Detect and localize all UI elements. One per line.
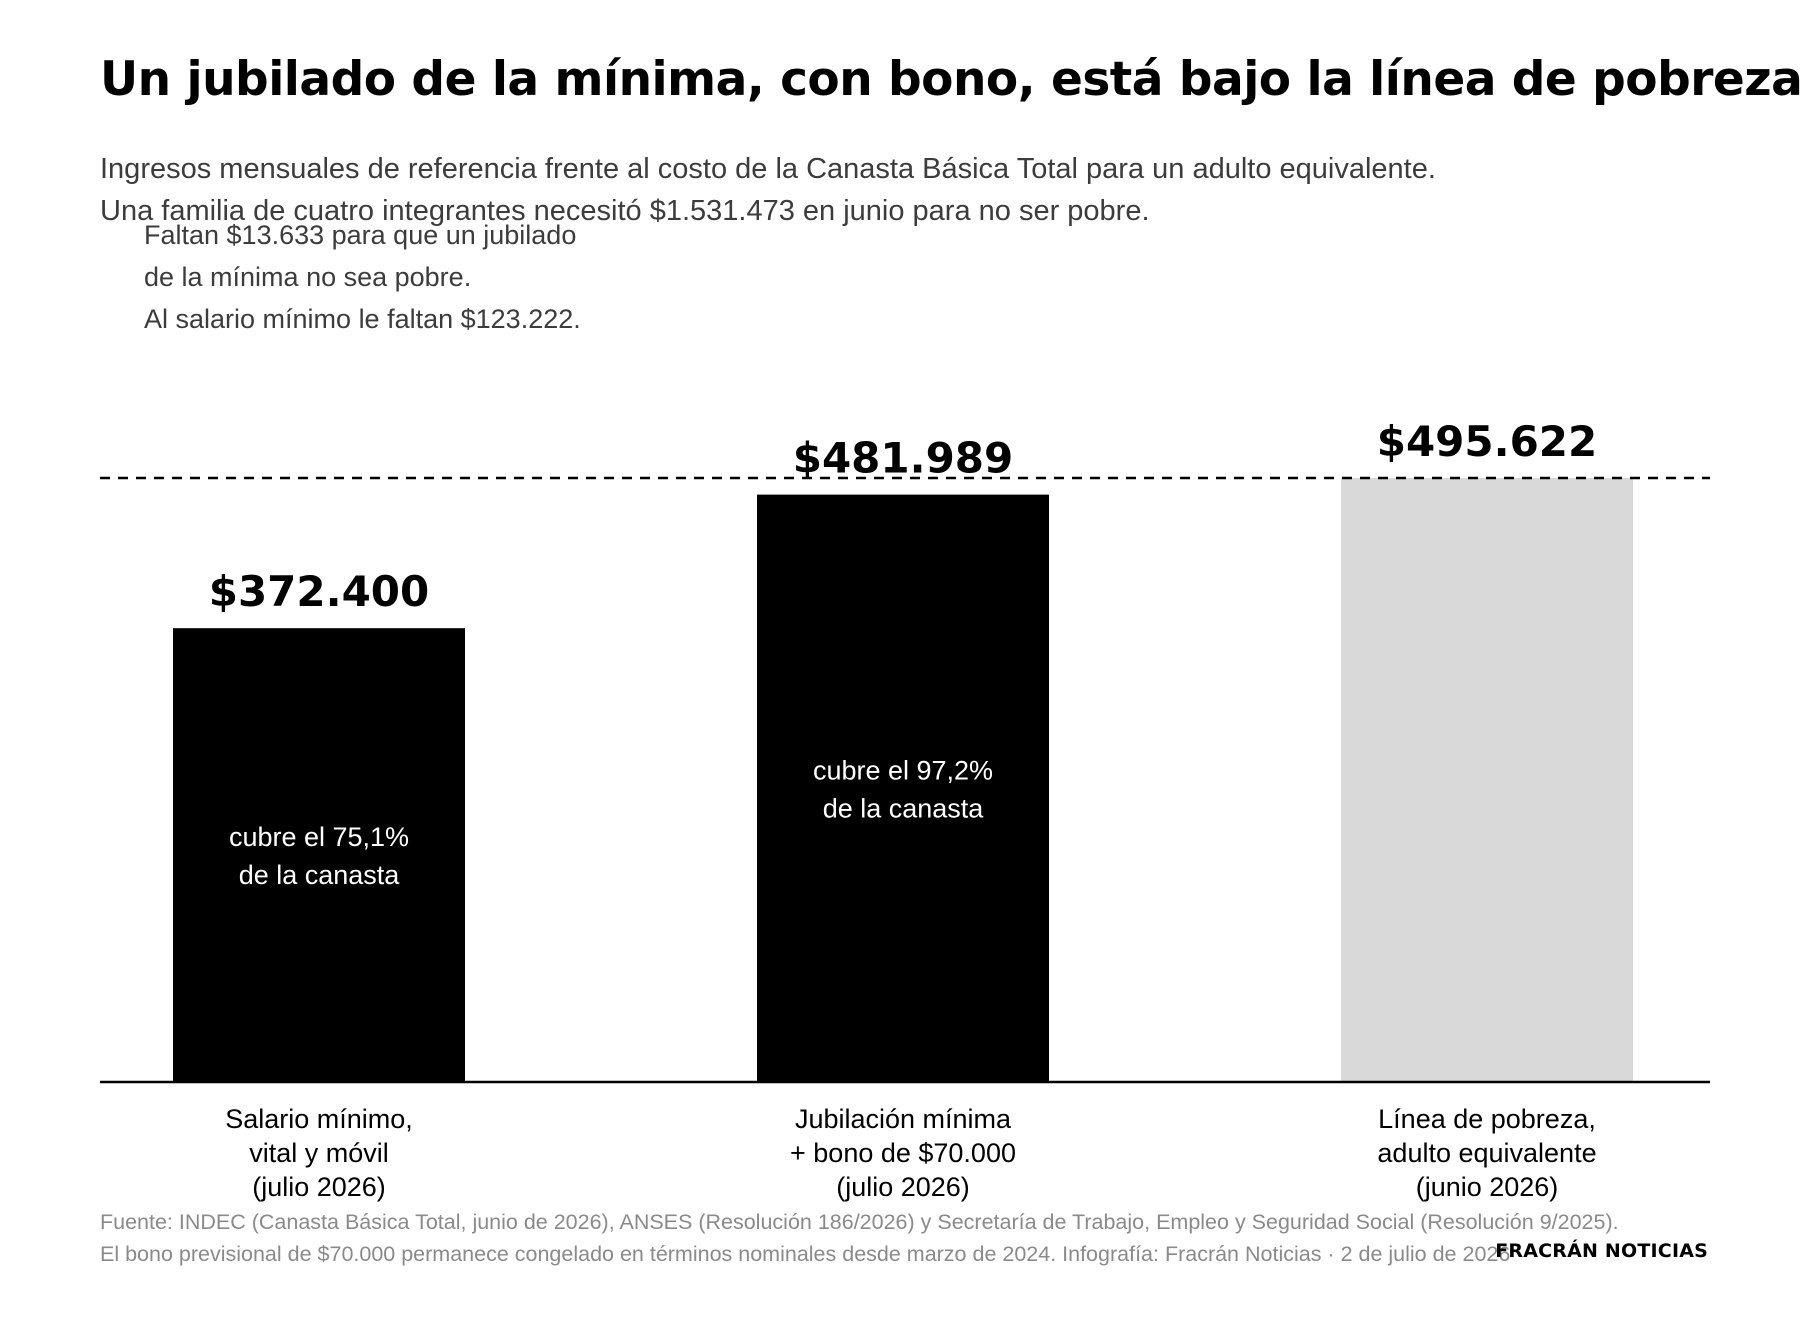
gap-annotation: Faltan $13.633 para que un jubilado de l… (144, 214, 581, 340)
chart-subtitle: Ingresos mensuales de referencia frente … (100, 148, 1436, 232)
category-label: (julio 2026) (252, 1172, 386, 1202)
subtitle-line: Una familia de cuatro integrantes necesi… (100, 195, 1150, 227)
bar-annotation: de la canasta (239, 860, 401, 890)
category-label: (julio 2026) (836, 1172, 970, 1202)
category-label: + bono de $70.000 (790, 1138, 1016, 1168)
category-label: Salario mínimo, (225, 1104, 413, 1134)
category-label: Línea de pobreza, (1378, 1104, 1596, 1134)
value-label: $481.989 (793, 434, 1014, 483)
chart-title: Un jubilado de la mínima, con bono, está… (100, 52, 1800, 107)
value-label: $495.622 (1377, 417, 1598, 466)
brand-logo: FRACRÁN NOTICIAS (1495, 1240, 1708, 1262)
bar (757, 494, 1049, 1082)
category-label: Jubilación mínima (795, 1104, 1012, 1134)
source-footer: Fuente: INDEC (Canasta Básica Total, jun… (100, 1206, 1619, 1270)
annotation-line: de la mínima no sea pobre. (144, 262, 472, 292)
category-label: (junio 2026) (1416, 1172, 1559, 1202)
bar-annotation: cubre el 97,2% (813, 755, 993, 785)
annotation-line: Al salario mínimo le faltan $123.222. (144, 304, 581, 334)
footer-line: Fuente: INDEC (Canasta Básica Total, jun… (100, 1210, 1619, 1234)
footer-line: El bono previsional de $70.000 permanece… (100, 1242, 1511, 1266)
annotation-line: Faltan $13.633 para que un jubilado (144, 220, 577, 250)
category-label: vital y móvil (249, 1138, 389, 1168)
bar-annotation: cubre el 75,1% (229, 822, 409, 852)
bar-annotation: de la canasta (823, 793, 985, 823)
subtitle-line: Ingresos mensuales de referencia frente … (100, 153, 1436, 185)
category-label: adulto equivalente (1377, 1138, 1596, 1168)
value-label: $372.400 (209, 567, 430, 616)
bar (1341, 478, 1633, 1082)
bar (173, 628, 465, 1082)
